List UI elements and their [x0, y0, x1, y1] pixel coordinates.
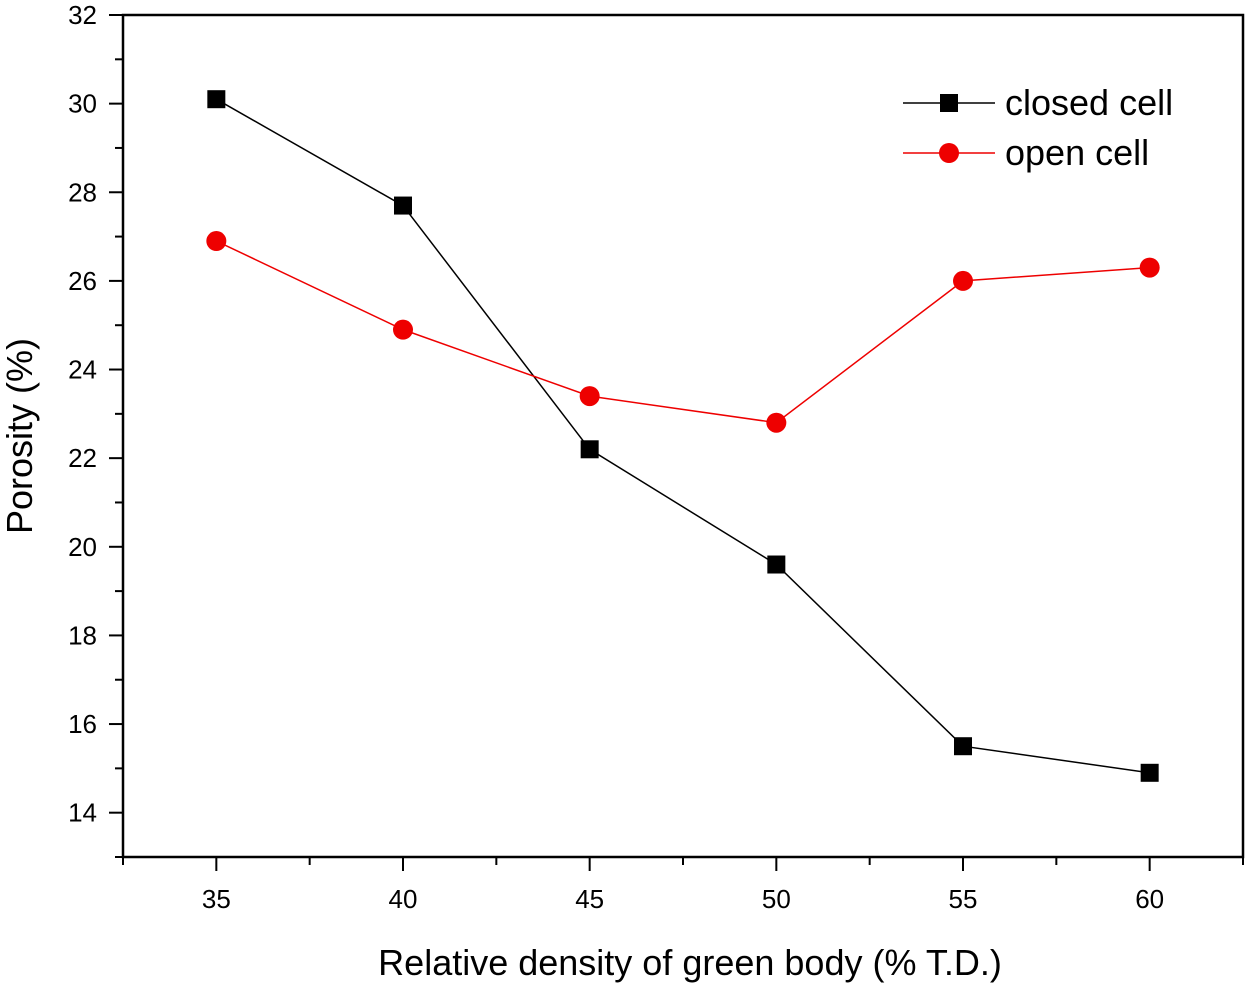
- data-point-closed-cell: [954, 737, 972, 756]
- x-tick-label: 60: [1135, 884, 1164, 914]
- legend-item-open-cell: open cell: [903, 132, 1149, 173]
- data-point-closed-cell: [207, 90, 226, 109]
- series-open-cell: [206, 231, 1160, 433]
- series-line-open-cell: [216, 240, 1150, 424]
- series-line-closed-cell: [215, 98, 1150, 774]
- y-tick-label: 16: [68, 709, 97, 739]
- data-point-open-cell: [953, 270, 973, 291]
- x-tick-label: 35: [202, 884, 231, 914]
- y-tick-label: 32: [68, 0, 97, 30]
- data-point-open-cell: [393, 319, 413, 340]
- y-tick-label: 26: [68, 266, 97, 296]
- y-tick-label: 24: [68, 355, 97, 385]
- y-tick-label: 30: [68, 89, 97, 119]
- y-tick-label: 20: [68, 532, 97, 562]
- x-axis-label: Relative density of green body (% T.D.): [378, 942, 1002, 983]
- legend-marker: [939, 143, 959, 163]
- y-tick-label: 28: [68, 177, 97, 207]
- data-point-open-cell: [206, 231, 227, 252]
- legend-marker: [940, 94, 958, 112]
- data-point-closed-cell: [767, 555, 786, 574]
- data-point-closed-cell: [394, 196, 412, 215]
- x-axis-ticks: 35 40 45 50 55 60: [122, 857, 1244, 914]
- data-point-closed-cell: [580, 440, 599, 459]
- y-tick-label: 14: [68, 798, 97, 828]
- data-point-open-cell: [579, 386, 600, 407]
- x-tick-label: 40: [389, 884, 418, 914]
- x-tick-label: 45: [575, 884, 604, 914]
- x-tick-label: 50: [762, 884, 791, 914]
- x-tick-label: 55: [949, 884, 978, 914]
- legend-label: open cell: [1005, 132, 1149, 173]
- data-point-closed-cell: [1140, 763, 1159, 782]
- data-point-open-cell: [766, 412, 787, 433]
- legend: closed cell open cell: [903, 82, 1173, 173]
- y-axis-ticks: 14 16 18 20 22 24 26 28 30 32: [68, 0, 123, 858]
- legend-label: closed cell: [1005, 82, 1173, 123]
- series-closed-cell: [207, 90, 1159, 782]
- y-axis-label: Porosity (%): [0, 338, 40, 534]
- y-tick-label: 18: [68, 620, 97, 650]
- series-layer: [206, 90, 1160, 782]
- legend-item-closed-cell: closed cell: [903, 82, 1173, 123]
- data-point-open-cell: [1139, 257, 1160, 278]
- y-tick-label: 22: [68, 443, 97, 473]
